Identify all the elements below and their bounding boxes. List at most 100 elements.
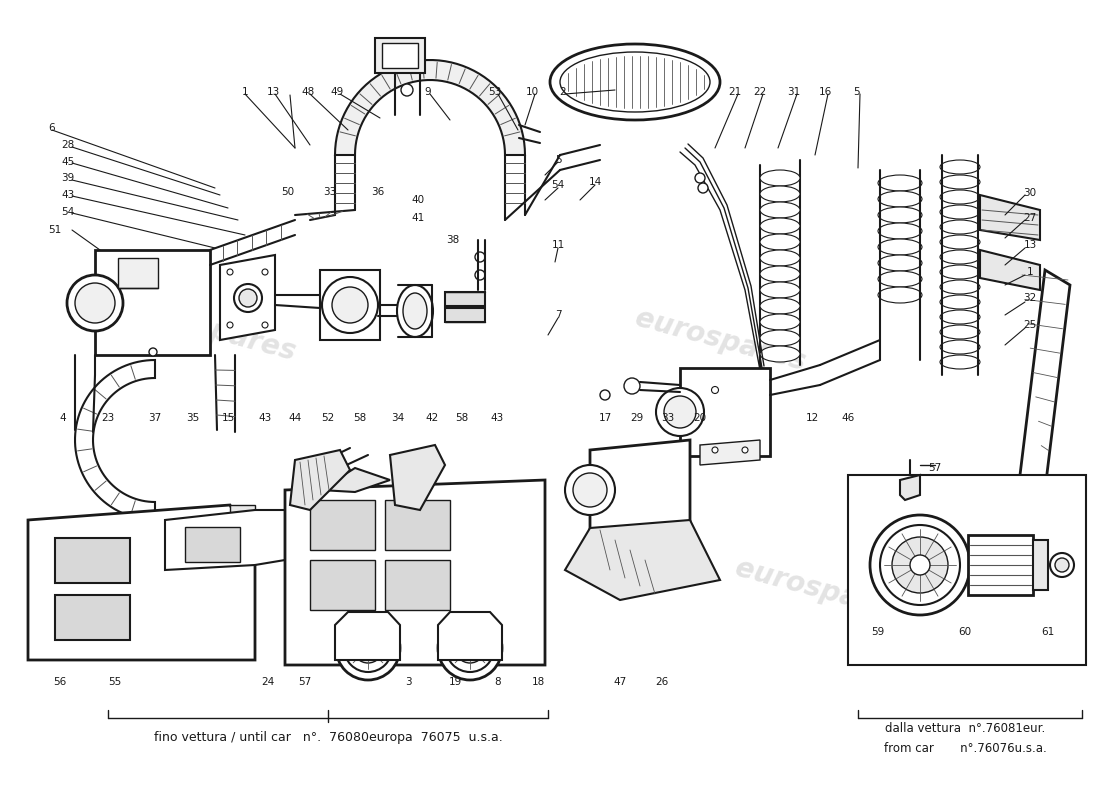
Bar — [446, 292, 485, 306]
Circle shape — [624, 378, 640, 394]
Bar — [680, 368, 770, 456]
Text: 10: 10 — [526, 87, 539, 97]
Text: 39: 39 — [62, 173, 75, 183]
Text: 25: 25 — [1023, 320, 1036, 330]
Circle shape — [656, 388, 704, 436]
Text: 57: 57 — [298, 677, 311, 687]
Polygon shape — [75, 360, 155, 520]
Text: 33: 33 — [661, 413, 674, 423]
Text: 54: 54 — [551, 180, 564, 190]
Circle shape — [234, 284, 262, 312]
Ellipse shape — [878, 207, 922, 223]
Text: 4: 4 — [59, 413, 66, 423]
Text: 56: 56 — [54, 677, 67, 687]
Bar — [848, 475, 1086, 665]
Ellipse shape — [878, 271, 922, 287]
Text: 43: 43 — [491, 413, 504, 423]
Circle shape — [75, 283, 116, 323]
Text: 24: 24 — [262, 677, 275, 687]
Bar — [55, 538, 130, 583]
Ellipse shape — [940, 310, 980, 324]
Text: 7: 7 — [554, 310, 561, 320]
Circle shape — [402, 84, 412, 96]
Polygon shape — [900, 475, 920, 500]
Circle shape — [880, 525, 960, 605]
Text: 13: 13 — [1023, 240, 1036, 250]
Text: 20: 20 — [693, 413, 706, 423]
Text: 8: 8 — [495, 677, 502, 687]
Circle shape — [1055, 558, 1069, 572]
Polygon shape — [980, 250, 1040, 290]
Text: 29: 29 — [630, 413, 644, 423]
Text: 30: 30 — [1023, 188, 1036, 198]
Ellipse shape — [878, 287, 922, 303]
Text: 6: 6 — [48, 123, 55, 133]
Ellipse shape — [760, 234, 800, 250]
Circle shape — [332, 287, 368, 323]
Ellipse shape — [878, 239, 922, 255]
Text: eurospares: eurospares — [732, 554, 909, 626]
Text: 13: 13 — [266, 87, 279, 97]
Ellipse shape — [940, 250, 980, 264]
Text: 1: 1 — [1026, 267, 1033, 277]
Polygon shape — [285, 480, 544, 665]
Text: 42: 42 — [426, 413, 439, 423]
Text: 11: 11 — [551, 240, 564, 250]
Text: 59: 59 — [871, 627, 884, 637]
Bar — [385, 560, 450, 610]
Text: 60: 60 — [958, 627, 971, 637]
Circle shape — [870, 515, 970, 615]
Circle shape — [446, 624, 494, 672]
Polygon shape — [220, 255, 275, 340]
Ellipse shape — [760, 266, 800, 282]
Ellipse shape — [940, 340, 980, 354]
Circle shape — [573, 473, 607, 507]
Text: fino vettura / until car   n°.  76080europa  76075  u.s.a.: fino vettura / until car n°. 76080europa… — [154, 731, 503, 745]
Text: 1: 1 — [242, 87, 249, 97]
Text: 49: 49 — [330, 87, 343, 97]
Bar — [95, 250, 210, 355]
Text: 23: 23 — [101, 413, 114, 423]
Text: 2: 2 — [560, 87, 566, 97]
Ellipse shape — [760, 218, 800, 234]
Ellipse shape — [760, 282, 800, 298]
Polygon shape — [28, 505, 255, 660]
Text: 15: 15 — [221, 413, 234, 423]
Circle shape — [344, 624, 392, 672]
Ellipse shape — [760, 186, 800, 202]
Circle shape — [148, 348, 157, 356]
Text: 47: 47 — [614, 677, 627, 687]
Text: 32: 32 — [1023, 293, 1036, 303]
Circle shape — [239, 289, 257, 307]
Text: eurospares: eurospares — [122, 294, 298, 366]
Polygon shape — [320, 270, 379, 340]
Ellipse shape — [760, 170, 800, 186]
Text: 51: 51 — [48, 225, 62, 235]
Text: 58: 58 — [455, 413, 469, 423]
Text: 48: 48 — [301, 87, 315, 97]
Ellipse shape — [878, 191, 922, 207]
Text: 18: 18 — [531, 677, 544, 687]
Circle shape — [227, 269, 233, 275]
Ellipse shape — [760, 314, 800, 330]
Circle shape — [742, 447, 748, 453]
Circle shape — [455, 633, 485, 663]
Text: 55: 55 — [109, 677, 122, 687]
Polygon shape — [700, 440, 760, 465]
Ellipse shape — [940, 175, 980, 189]
Text: 58: 58 — [353, 413, 366, 423]
Text: 35: 35 — [186, 413, 199, 423]
Bar — [185, 527, 240, 562]
Polygon shape — [165, 510, 285, 570]
Text: 37: 37 — [148, 413, 162, 423]
Circle shape — [227, 322, 233, 328]
Bar — [968, 535, 1033, 595]
Text: eurospares: eurospares — [631, 304, 808, 376]
Text: 53: 53 — [488, 87, 502, 97]
Bar — [310, 500, 375, 550]
Bar — [118, 258, 158, 288]
Circle shape — [1050, 553, 1074, 577]
Polygon shape — [320, 468, 390, 492]
Bar — [385, 500, 450, 550]
Circle shape — [565, 465, 615, 515]
